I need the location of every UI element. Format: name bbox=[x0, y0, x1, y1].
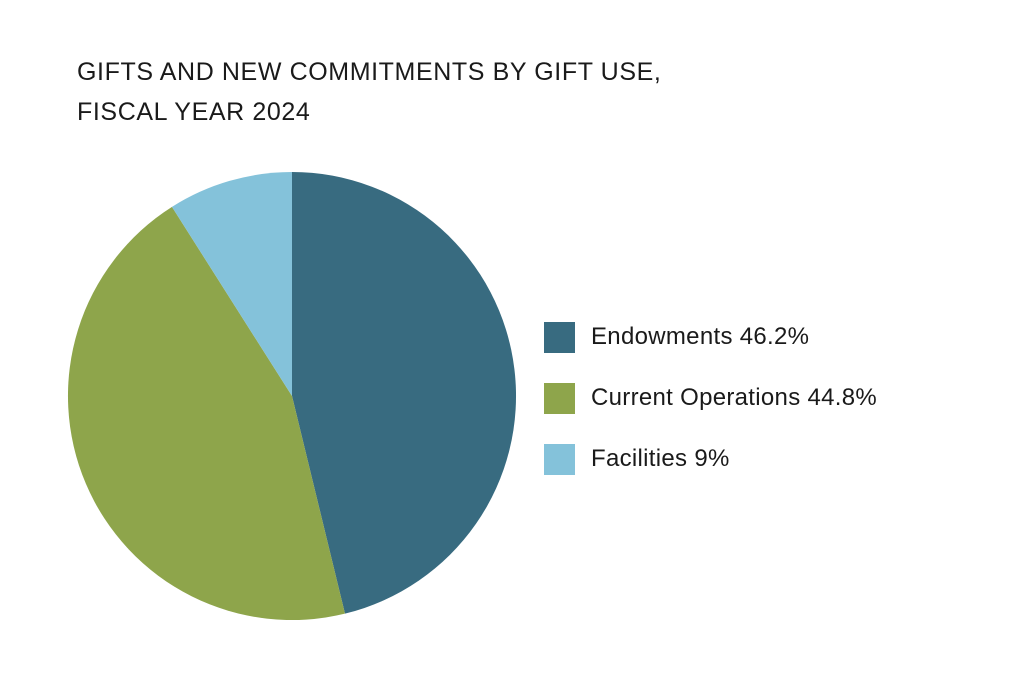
legend-item-current-operations: Current Operations 44.8% bbox=[544, 381, 877, 415]
pie-slice-current-operations bbox=[67, 206, 345, 621]
legend-item-endowments: Endowments 46.2% bbox=[544, 320, 877, 354]
legend-label-facilities: Facilities 9% bbox=[591, 445, 730, 472]
legend-swatch-endowments bbox=[544, 321, 575, 353]
chart-title: GIFTS AND NEW COMMITMENTS BY GIFT USE, F… bbox=[77, 52, 937, 132]
chart-title-line-1: GIFTS AND NEW COMMITMENTS BY GIFT USE, bbox=[77, 58, 662, 86]
legend-label-endowments: Endowments 46.2% bbox=[591, 323, 810, 350]
legend-swatch-current-operations bbox=[544, 382, 575, 414]
legend-item-facilities: Facilities 9% bbox=[544, 442, 877, 476]
legend-swatch-facilities bbox=[544, 443, 575, 475]
pie-slice-endowments bbox=[292, 172, 517, 614]
chart-legend: Endowments 46.2% Current Operations 44.8… bbox=[544, 320, 877, 503]
pie-slice-facilities bbox=[171, 172, 292, 396]
chart-title-line-2: FISCAL YEAR 2024 bbox=[77, 98, 311, 126]
legend-label-current-operations: Current Operations 44.8% bbox=[591, 384, 878, 411]
